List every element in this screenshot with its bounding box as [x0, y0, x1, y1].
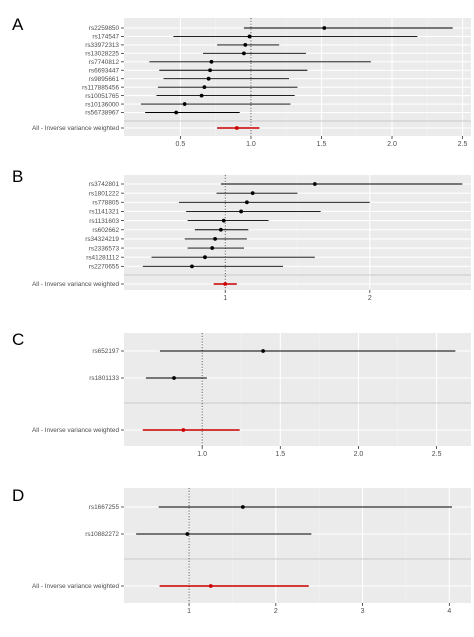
snp-estimate-point	[312, 182, 317, 186]
snp-estimate-point	[210, 246, 215, 250]
snp-label: rs41281112	[86, 254, 119, 261]
snp-label: rs1801222	[89, 190, 120, 197]
pooled-estimate-point	[234, 126, 239, 130]
forest-panel-a: A 0.5 1.0 1.5 2.0 2.5 rs2259850 rs174547rs3397…	[12, 15, 471, 148]
snp-estimate-point	[239, 209, 244, 214]
x-tick-label: 0.5	[176, 141, 186, 148]
snp-estimate-point	[172, 376, 176, 380]
forest-panel-c: C 1.0 1.5 2.0 2.5 rs652197 rs1801133 All - Inv…	[12, 330, 471, 458]
x-tick-label: 1.5	[275, 451, 285, 458]
x-tick-label: 1	[187, 608, 191, 615]
snp-label: rs778805	[92, 200, 119, 207]
snp-label: rs2270655	[89, 264, 120, 271]
x-tick-label: 4	[447, 608, 451, 615]
x-tick-label: 1.5	[317, 141, 327, 148]
plot-background	[124, 333, 471, 446]
snp-estimate-point	[261, 349, 266, 353]
snp-label: rs13028225	[85, 51, 119, 58]
snp-label: rs10882272	[85, 531, 119, 538]
snp-label: rs10051765	[85, 93, 119, 100]
snp-estimate-point	[243, 43, 248, 47]
panel-label: D	[12, 486, 24, 505]
pooled-estimate-point	[223, 282, 228, 286]
pooled-label: All - Inverse variance weighted	[32, 125, 119, 132]
snp-estimate-point	[221, 218, 226, 223]
snp-estimate-point	[322, 26, 327, 30]
snp-estimate-point	[208, 68, 212, 73]
snp-label: rs7740812	[89, 59, 120, 66]
snp-estimate-point	[185, 532, 190, 536]
pooled-label: All - Inverse variance weighted	[32, 583, 119, 590]
snp-label: rs1667255	[89, 504, 120, 511]
snp-estimate-point	[174, 110, 179, 115]
panel-label: B	[12, 167, 23, 186]
panel-label: C	[12, 330, 24, 349]
snp-estimate-point	[209, 59, 214, 64]
snp-estimate-point	[240, 505, 245, 509]
snp-label: rs1131603	[89, 218, 119, 225]
plot-background	[124, 18, 471, 136]
forest-panel-b: B 1 2 rs3742801 rs1801222 rs778805 rs1141321 r…	[12, 167, 471, 302]
snp-label: rs3742801	[89, 181, 120, 188]
snp-label: rs56738967	[85, 110, 119, 117]
snp-label: rs602662	[92, 227, 119, 234]
x-tick-label: 2.5	[458, 141, 468, 148]
snp-label: rs33972313	[85, 42, 119, 49]
snp-label: rs6693447	[89, 67, 120, 74]
snp-estimate-point	[182, 102, 187, 106]
pooled-estimate-point	[208, 584, 213, 588]
pooled-estimate-point	[181, 428, 186, 432]
panel-label: A	[12, 15, 24, 34]
snp-label: rs652197	[92, 348, 119, 355]
snp-estimate-point	[203, 255, 207, 260]
snp-estimate-point	[202, 85, 207, 90]
x-tick-label: 2.0	[354, 451, 364, 458]
snp-label: rs2336573	[89, 245, 120, 252]
x-tick-label: 1.0	[246, 141, 256, 148]
x-tick-label: 2	[274, 608, 278, 615]
snp-estimate-point	[244, 200, 249, 205]
x-tick-label: 2	[368, 295, 372, 302]
x-tick-label: 3	[361, 608, 365, 615]
snp-label: rs10136000	[85, 101, 119, 108]
snp-estimate-point	[206, 76, 211, 81]
snp-estimate-point	[213, 237, 217, 241]
x-tick-label: 2.5	[432, 451, 442, 458]
forest-panel-d: D 1 2 3 4 rs1667255 rs10882272 All - Inverse v…	[12, 486, 471, 615]
pooled-label: All - Inverse variance weighted	[32, 281, 119, 288]
x-tick-label: 1.0	[197, 451, 207, 458]
snp-estimate-point	[190, 264, 194, 269]
snp-label: rs1801133	[89, 375, 119, 382]
snp-label: rs1141321	[89, 209, 119, 216]
x-tick-label: 1	[223, 295, 227, 302]
snp-estimate-point	[250, 191, 255, 196]
snp-estimate-point	[199, 93, 204, 98]
x-tick-label: 2.0	[387, 141, 397, 148]
snp-label: rs9895661	[89, 76, 120, 83]
snp-label: rs117885456	[82, 84, 119, 91]
snp-estimate-point	[218, 227, 223, 232]
snp-label: rs34324219	[85, 236, 119, 243]
snp-label: rs2259850	[89, 25, 120, 32]
snp-estimate-point	[247, 34, 252, 39]
snp-estimate-point	[241, 51, 246, 56]
snp-label: rs174547	[92, 34, 119, 41]
pooled-label: All - Inverse variance weighted	[32, 427, 119, 434]
